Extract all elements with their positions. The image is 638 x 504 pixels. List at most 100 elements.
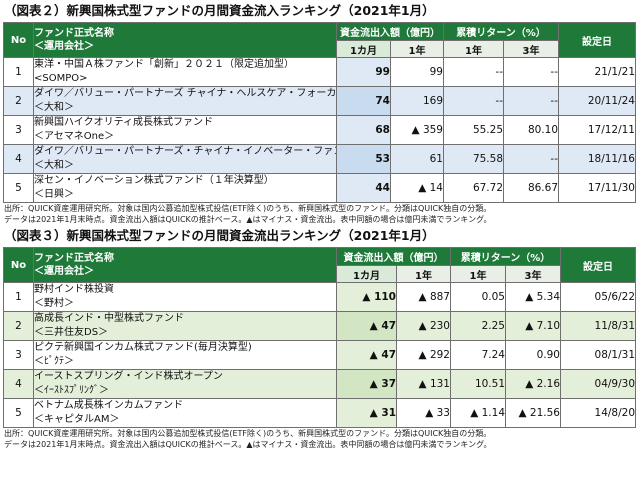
row-no: 5 <box>3 398 34 428</box>
return-3y-cell: -- <box>503 57 559 87</box>
flow-1y-cell: ▲ 33 <box>396 398 451 428</box>
fund-company: ＜ｲｰｽﾄｽﾌﾟﾘﾝｸﾞ＞ <box>34 385 110 396</box>
table-row: 3 新興国ハイクオリティ成長株式ファンド ＜アセマネOne＞ 68 ▲ 359 … <box>3 115 636 145</box>
return-1y-cell: ▲ 1.14 <box>450 398 506 428</box>
fund-company: <SOMPO> <box>34 73 88 84</box>
header-flow-1m: 1カ月 <box>336 40 391 58</box>
header-cumulative-return: 累積リターン（%） <box>450 247 561 266</box>
header-fund-flow: 資金流出入額（億円） <box>336 247 451 266</box>
fund-company: ＜大和＞ <box>34 102 75 113</box>
flow-1y-cell: ▲ 230 <box>396 311 451 341</box>
flow-1y-cell: ▲ 14 <box>390 173 444 203</box>
row-no: 4 <box>3 144 34 174</box>
fund-company: ＜三井住友DS＞ <box>34 327 109 338</box>
flow-1m-cell: 74 <box>336 86 391 116</box>
return-3y-cell: ▲ 5.34 <box>505 282 561 312</box>
header-fund-name-line2: ＜運用会社＞ <box>34 266 95 277</box>
setup-date-cell: 04/9/30 <box>560 369 636 399</box>
fund-name-cell: 新興国ハイクオリティ成長株式ファンド ＜アセマネOne＞ <box>33 115 337 145</box>
return-3y-cell: -- <box>503 86 559 116</box>
fund-name-cell: ダイワ／バリュー・パートナーズ・チャイナ・イノベーター・ファンド ＜大和＞ <box>33 144 337 174</box>
setup-date-cell: 08/1/31 <box>560 340 636 370</box>
setup-date-cell: 17/11/30 <box>558 173 636 203</box>
table-row: 2 高成長インド・中型株式ファンド ＜三井住友DS＞ ▲ 47 ▲ 230 2.… <box>3 311 636 341</box>
flow-1y-cell: 99 <box>390 57 444 87</box>
return-1y-cell: 55.25 <box>443 115 504 145</box>
fund-name: 野村インド株投資 <box>34 284 115 295</box>
table-row: 4 ダイワ／バリュー・パートナーズ・チャイナ・イノベーター・ファンド ＜大和＞ … <box>3 144 636 174</box>
fund-name-cell: 高成長インド・中型株式ファンド ＜三井住友DS＞ <box>33 311 337 341</box>
fund-name: ピクテ新興国インカム株式ファンド(毎月決算型) <box>34 342 252 353</box>
fund-name-cell: ピクテ新興国インカム株式ファンド(毎月決算型) ＜ﾋﾟｸﾃ＞ <box>33 340 337 370</box>
return-3y-cell: -- <box>503 144 559 174</box>
table-row: 5 ベトナム成長株インカムファンド ＜キャピタルAM＞ ▲ 31 ▲ 33 ▲ … <box>3 398 636 428</box>
fund-name: 東洋・中国Ａ株ファンド「創新」２０２１（限定追加型） <box>34 59 295 70</box>
header-no: No <box>3 22 34 58</box>
header-flow-1y: 1年 <box>390 40 444 58</box>
flow-1y-cell: ▲ 292 <box>396 340 451 370</box>
inflow-data-note: データは2021年1月末時点。資金流出入額はQUICKの推計ベース。▲はマイナス… <box>4 215 492 224</box>
row-no: 2 <box>3 311 34 341</box>
flow-1m-cell: 68 <box>336 115 391 145</box>
flow-1m-cell: 99 <box>336 57 391 87</box>
return-1y-cell: 2.25 <box>450 311 506 341</box>
flow-1m-cell: 44 <box>336 173 391 203</box>
outflow-ranking-table: No ファンド正式名称 ＜運用会社＞ 資金流出入額（億円） 累積リターン（%） … <box>3 247 636 428</box>
flow-1y-cell: ▲ 131 <box>396 369 451 399</box>
header-flow-1y: 1年 <box>396 265 451 283</box>
row-no: 5 <box>3 173 34 203</box>
inflow-ranking-table: No ファンド正式名称 ＜運用会社＞ 資金流出入額（億円） 累積リターン（%） … <box>3 22 636 203</box>
flow-1m-cell: ▲ 47 <box>336 340 397 370</box>
fund-name: 高成長インド・中型株式ファンド <box>34 313 185 324</box>
fund-name-cell: 東洋・中国Ａ株ファンド「創新」２０２１（限定追加型） <SOMPO> <box>33 57 337 87</box>
fund-name: 深セン・イノベーション株式ファンド（１年決算型） <box>34 175 274 186</box>
table-row: 1 野村インド株投資 ＜野村＞ ▲ 110 ▲ 887 0.05 ▲ 5.34 … <box>3 282 636 312</box>
flow-1y-cell: ▲ 359 <box>390 115 444 145</box>
return-1y-cell: 67.72 <box>443 173 504 203</box>
flow-1m-cell: ▲ 110 <box>336 282 397 312</box>
return-3y-cell: ▲ 2.16 <box>505 369 561 399</box>
header-setup-date: 設定日 <box>558 22 636 58</box>
header-return-3y: 3年 <box>505 265 561 283</box>
flow-1m-cell: 53 <box>336 144 391 174</box>
header-setup-date: 設定日 <box>560 247 636 283</box>
setup-date-cell: 11/8/31 <box>560 311 636 341</box>
setup-date-cell: 17/12/11 <box>558 115 636 145</box>
fund-name: ダイワ／バリュー・パートナーズ・チャイナ・イノベーター・ファンド <box>34 146 337 157</box>
fund-name-cell: イーストスプリング・インド株式オープン ＜ｲｰｽﾄｽﾌﾟﾘﾝｸﾞ＞ <box>33 369 337 399</box>
fund-name: ダイワ／バリュー・パートナーズ チャイナ・ヘルスケア・フォーカス <box>34 88 337 99</box>
table-row: 3 ピクテ新興国インカム株式ファンド(毎月決算型) ＜ﾋﾟｸﾃ＞ ▲ 47 ▲ … <box>3 340 636 370</box>
fund-name-cell: ダイワ／バリュー・パートナーズ チャイナ・ヘルスケア・フォーカス ＜大和＞ <box>33 86 337 116</box>
return-1y-cell: -- <box>443 86 504 116</box>
flow-1m-cell: ▲ 47 <box>336 311 397 341</box>
flow-1y-cell: 61 <box>390 144 444 174</box>
fund-name: ベトナム成長株インカムファンド <box>34 400 184 411</box>
fund-name: 新興国ハイクオリティ成長株式ファンド <box>34 117 214 128</box>
fund-name-cell: 深セン・イノベーション株式ファンド（１年決算型） ＜日興＞ <box>33 173 337 203</box>
fund-company: ＜ﾋﾟｸﾃ＞ <box>34 356 75 367</box>
header-flow-1m: 1カ月 <box>336 265 397 283</box>
header-fund-name: ファンド正式名称 ＜運用会社＞ <box>33 22 337 58</box>
flow-1m-cell: ▲ 37 <box>336 369 397 399</box>
header-fund-name-line1: ファンド正式名称 <box>34 28 115 39</box>
header-cumulative-return: 累積リターン（%） <box>443 22 559 41</box>
outflow-table-title: （図表３）新興国株式型ファンドの月間資金流出ランキング（2021年1月） <box>4 228 435 243</box>
header-return-1y: 1年 <box>450 265 506 283</box>
row-no: 4 <box>3 369 34 399</box>
fund-name-cell: 野村インド株投資 ＜野村＞ <box>33 282 337 312</box>
row-no: 3 <box>3 115 34 145</box>
fund-company: ＜野村＞ <box>34 298 75 309</box>
flow-1y-cell: 169 <box>390 86 444 116</box>
header-fund-name-line2: ＜運用会社＞ <box>34 41 95 52</box>
setup-date-cell: 21/1/21 <box>558 57 636 87</box>
setup-date-cell: 14/8/20 <box>560 398 636 428</box>
flow-1m-cell: ▲ 31 <box>336 398 397 428</box>
fund-company: ＜日興＞ <box>34 189 75 200</box>
header-return-1y: 1年 <box>443 40 504 58</box>
inflow-table-title: （図表２）新興国株式型ファンドの月間資金流入ランキング（2021年1月） <box>4 3 435 18</box>
return-3y-cell: 86.67 <box>503 173 559 203</box>
setup-date-cell: 20/11/24 <box>558 86 636 116</box>
outflow-data-note: データは2021年1月末時点。資金流出入額はQUICKの推計ベース。▲はマイナス… <box>4 440 492 449</box>
setup-date-cell: 18/11/16 <box>558 144 636 174</box>
table-row: 2 ダイワ／バリュー・パートナーズ チャイナ・ヘルスケア・フォーカス ＜大和＞ … <box>3 86 636 116</box>
